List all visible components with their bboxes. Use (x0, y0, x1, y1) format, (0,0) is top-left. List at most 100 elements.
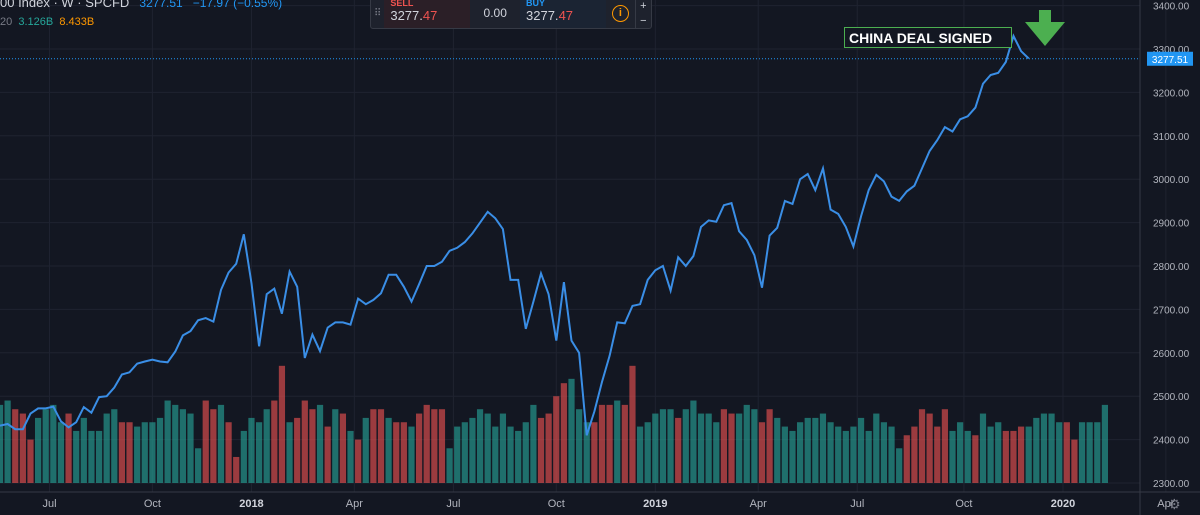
volume-bar (80, 417, 87, 483)
volume-bar (103, 413, 110, 483)
volume-legend: 20 3.126B 8.433B (0, 16, 94, 28)
volume-bar (499, 413, 507, 483)
x-tick-label: 2020 (1051, 498, 1075, 510)
sell-button[interactable]: SELL 3277.47 (384, 0, 471, 28)
y-tick-label: 3100.00 (1153, 132, 1190, 143)
volume-bar (781, 426, 788, 483)
volume-bar (27, 439, 34, 483)
sell-price-int: 3277. (390, 8, 423, 23)
volume-bar (705, 413, 712, 483)
volume-bar (957, 422, 964, 483)
x-tick-label: Apr (750, 498, 767, 510)
volume-bar (355, 439, 362, 483)
volume-bar (804, 417, 811, 483)
volume-bar (675, 417, 682, 483)
volume-bar (1048, 413, 1055, 483)
volume-bar (560, 383, 567, 483)
x-tick-label: Oct (144, 498, 161, 510)
buy-button[interactable]: BUY 3277.47 (520, 0, 607, 28)
volume-bar (400, 422, 407, 483)
volume-bar (118, 422, 126, 483)
volume-bar (606, 404, 613, 483)
volume-bar (1017, 426, 1025, 483)
plus-button[interactable]: + (640, 0, 647, 12)
volume-bar (1056, 422, 1063, 483)
volume-bar (690, 400, 697, 483)
volume-bar (370, 409, 377, 483)
buy-price-int: 3277. (526, 8, 559, 23)
volume-bar (423, 404, 430, 483)
volume-bars (0, 365, 1108, 483)
volume-bar (179, 409, 186, 483)
last-value: 3277.51 (139, 0, 183, 10)
volume-bar (591, 422, 598, 483)
info-icon: i (611, 4, 629, 22)
volume-bar (1101, 404, 1108, 483)
sell-price: 3277.47 (390, 8, 470, 23)
volume-bar (301, 400, 308, 483)
x-tick-label: 2018 (239, 498, 263, 510)
volume-bar (278, 365, 286, 483)
gear-icon[interactable]: ⚙ (1168, 496, 1181, 512)
volume-bar (240, 430, 247, 483)
volume-bar (964, 430, 971, 483)
volume-bar (1040, 413, 1048, 483)
volume-bar (926, 413, 933, 483)
volume-bar (857, 417, 865, 483)
annotation-label[interactable]: CHINA DEAL SIGNED (844, 27, 1012, 48)
volume-bar (636, 426, 644, 483)
volume-bar (461, 422, 468, 483)
change-value: −17.97 (−0.55%) (192, 0, 283, 10)
info-button[interactable]: i (606, 0, 635, 28)
size-stepper: + − (634, 0, 651, 28)
volume-bar (995, 422, 1002, 483)
volume-bar (1086, 422, 1093, 483)
x-tick-label: Apr (1157, 498, 1174, 510)
volume-bar (568, 378, 575, 483)
volume-bar (362, 417, 369, 483)
price-series-line (0, 33, 1030, 436)
volume-bar (1078, 422, 1086, 483)
volume-bar (141, 422, 148, 483)
volume-bar (652, 413, 659, 483)
y-tick-label: 3200.00 (1153, 88, 1190, 99)
drag-handle-icon[interactable]: ⠿ (374, 7, 382, 19)
volume-bar (751, 409, 758, 483)
volume-value-a: 3.126B (18, 16, 54, 28)
volume-bar (248, 417, 255, 483)
symbol-header: 00 Index · W · SPCFD 3277.51 −17.97 (−0.… (0, 0, 282, 10)
symbol-name[interactable]: 00 Index · W · SPCFD (0, 0, 130, 10)
volume-bar (294, 417, 301, 483)
y-tick-label: 2300.00 (1153, 479, 1190, 490)
x-tick-label: Oct (955, 498, 972, 510)
volume-bar (446, 448, 453, 483)
volume-bar (530, 404, 537, 483)
last-price-label-bg (1147, 51, 1193, 66)
volume-bar (316, 404, 324, 483)
volume-bar (598, 404, 606, 483)
volume-bar (431, 409, 438, 483)
x-tick-label: Jul (850, 498, 864, 510)
volume-bar (697, 413, 705, 483)
volume-bar (88, 430, 95, 483)
volume-bar (873, 413, 880, 483)
trade-panel: ⠿ SELL 3277.47 0.00 BUY 3277.47 i + − (370, 0, 652, 29)
volume-bar (1025, 426, 1032, 483)
volume-bar (812, 417, 819, 483)
volume-bar (576, 409, 583, 483)
sell-price-dec: 47 (422, 8, 438, 23)
volume-bar (880, 422, 888, 483)
buy-price-dec: 47 (558, 8, 574, 23)
volume-bar (918, 409, 926, 483)
y-tick-label: 2700.00 (1153, 305, 1190, 316)
sell-label: SELL (390, 0, 414, 8)
buy-label: BUY (526, 0, 546, 8)
volume-bar (19, 413, 26, 483)
x-axis: Jul Oct 2018 Apr Jul Oct 2019 Apr Jul Oct 2020 Apr (0, 491, 1200, 510)
volume-bar (865, 430, 872, 483)
minus-button[interactable]: − (640, 14, 647, 27)
volume-bar (537, 417, 545, 483)
volume-bar (156, 417, 164, 483)
volume-bar (545, 413, 552, 483)
